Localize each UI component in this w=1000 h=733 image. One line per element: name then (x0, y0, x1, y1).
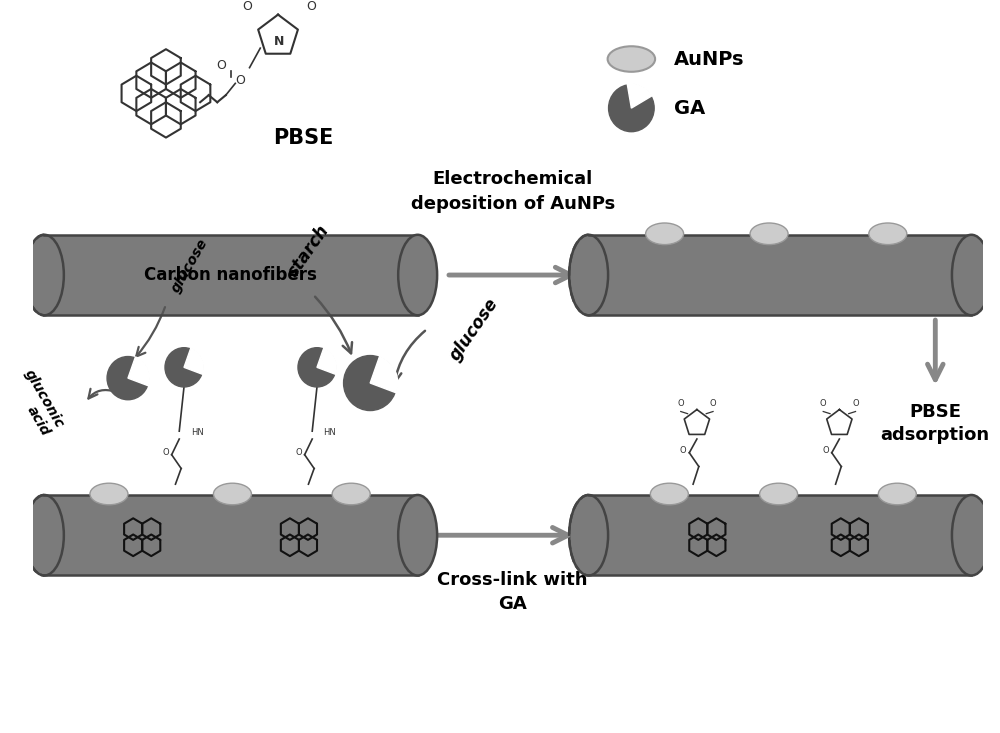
Circle shape (107, 356, 149, 399)
Circle shape (165, 347, 203, 387)
Text: starch: starch (284, 221, 333, 280)
Ellipse shape (398, 495, 437, 575)
Text: PBSE: PBSE (273, 128, 334, 147)
Ellipse shape (869, 223, 907, 245)
Text: AuNPs: AuNPs (674, 50, 745, 68)
Wedge shape (627, 84, 652, 108)
Text: HN: HN (191, 428, 203, 437)
Ellipse shape (25, 235, 64, 315)
Bar (589, 495, 971, 575)
Wedge shape (317, 348, 337, 375)
Text: O: O (162, 448, 169, 457)
Text: PBSE
adsorption: PBSE adsorption (881, 402, 990, 444)
Wedge shape (370, 356, 398, 393)
Text: Electrochemical
deposition of AuNPs: Electrochemical deposition of AuNPs (411, 170, 615, 213)
Wedge shape (184, 348, 204, 375)
Text: O: O (820, 399, 827, 408)
Ellipse shape (569, 235, 608, 315)
Text: O: O (710, 399, 716, 408)
Text: gluconic
acid: gluconic acid (8, 367, 66, 438)
Ellipse shape (952, 495, 991, 575)
Ellipse shape (332, 483, 370, 505)
Text: HN: HN (324, 428, 336, 437)
Ellipse shape (398, 235, 437, 315)
Ellipse shape (878, 483, 916, 505)
Text: O: O (295, 448, 302, 457)
Text: GA: GA (674, 99, 705, 117)
Bar (44, 495, 418, 575)
Text: O: O (306, 0, 316, 13)
Ellipse shape (952, 235, 991, 315)
Text: O: O (216, 59, 226, 72)
Text: O: O (852, 399, 859, 408)
Circle shape (344, 356, 397, 410)
Ellipse shape (760, 483, 798, 505)
Text: Cross-link with
GA: Cross-link with GA (437, 572, 588, 613)
Bar (589, 235, 971, 315)
Text: O: O (680, 446, 686, 454)
Ellipse shape (650, 483, 688, 505)
Ellipse shape (569, 495, 608, 575)
Text: glucose: glucose (446, 295, 502, 364)
Bar (44, 235, 418, 315)
Text: glucose: glucose (169, 236, 211, 295)
Ellipse shape (608, 46, 655, 72)
Text: O: O (822, 446, 829, 454)
Text: Carbon nanofibers: Carbon nanofibers (144, 266, 317, 284)
Text: O: O (677, 399, 684, 408)
Text: O: O (235, 74, 245, 87)
Ellipse shape (90, 483, 128, 505)
Text: O: O (243, 0, 253, 13)
Circle shape (609, 84, 654, 132)
Circle shape (298, 347, 336, 387)
Wedge shape (128, 357, 150, 386)
Ellipse shape (750, 223, 788, 245)
Ellipse shape (213, 483, 251, 505)
Ellipse shape (25, 495, 64, 575)
Ellipse shape (646, 223, 684, 245)
Text: N: N (274, 34, 284, 48)
